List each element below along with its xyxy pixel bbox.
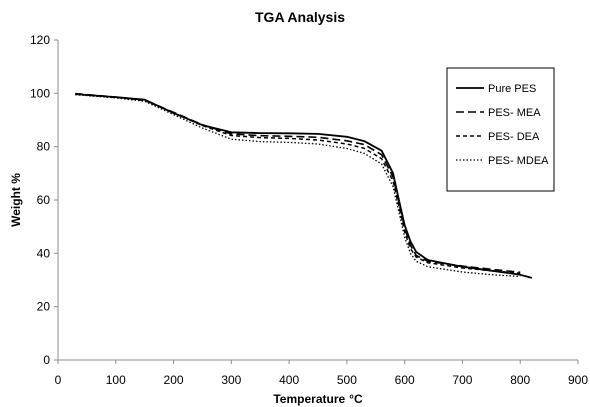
x-tick-label: 700	[452, 373, 472, 387]
legend-label: PES- DEA	[488, 131, 540, 143]
series-line	[75, 94, 521, 278]
x-tick-label: 600	[395, 373, 415, 387]
y-tick-label: 20	[37, 300, 51, 314]
x-tick-label: 800	[510, 373, 530, 387]
legend-label: PES- MEA	[488, 107, 541, 119]
x-tick-label: 900	[568, 373, 588, 387]
x-axis-unit: °C	[349, 392, 363, 406]
x-tick-label: 100	[106, 373, 126, 387]
legend-label: Pure PES	[488, 83, 536, 95]
series-lines	[75, 92, 533, 279]
x-tick-label: 500	[337, 373, 357, 387]
chart-title: TGA Analysis	[255, 9, 345, 25]
y-axis-title: Weight %	[9, 173, 23, 227]
y-tick-label: 120	[30, 33, 50, 47]
y-tick-label: 40	[37, 246, 51, 260]
y-tick-label: 100	[30, 86, 50, 100]
legend-label: PES- MDEA	[488, 155, 549, 167]
y-tick-label: 80	[37, 140, 51, 154]
y-tick-label: 60	[37, 193, 51, 207]
series-line	[75, 93, 521, 275]
y-axis-ticks: 0 20 40 60 80 100 120	[30, 33, 58, 367]
legend: Pure PES PES- MEA PES- DEA PES- MDEA	[446, 67, 555, 192]
x-tick-label: 0	[55, 373, 62, 387]
x-axis-title: Temperature °C	[273, 392, 363, 406]
x-axis-label: Temperature	[273, 392, 345, 406]
x-tick-label: 400	[279, 373, 299, 387]
x-tick-label: 200	[164, 373, 184, 387]
legend-box	[446, 67, 555, 192]
series-line	[75, 92, 521, 274]
series-line	[75, 93, 533, 279]
x-axis-ticks: 0 100 200 300 400 500 600 700 800 900	[55, 360, 588, 387]
y-tick-label: 0	[43, 353, 50, 367]
x-tick-label: 300	[221, 373, 241, 387]
